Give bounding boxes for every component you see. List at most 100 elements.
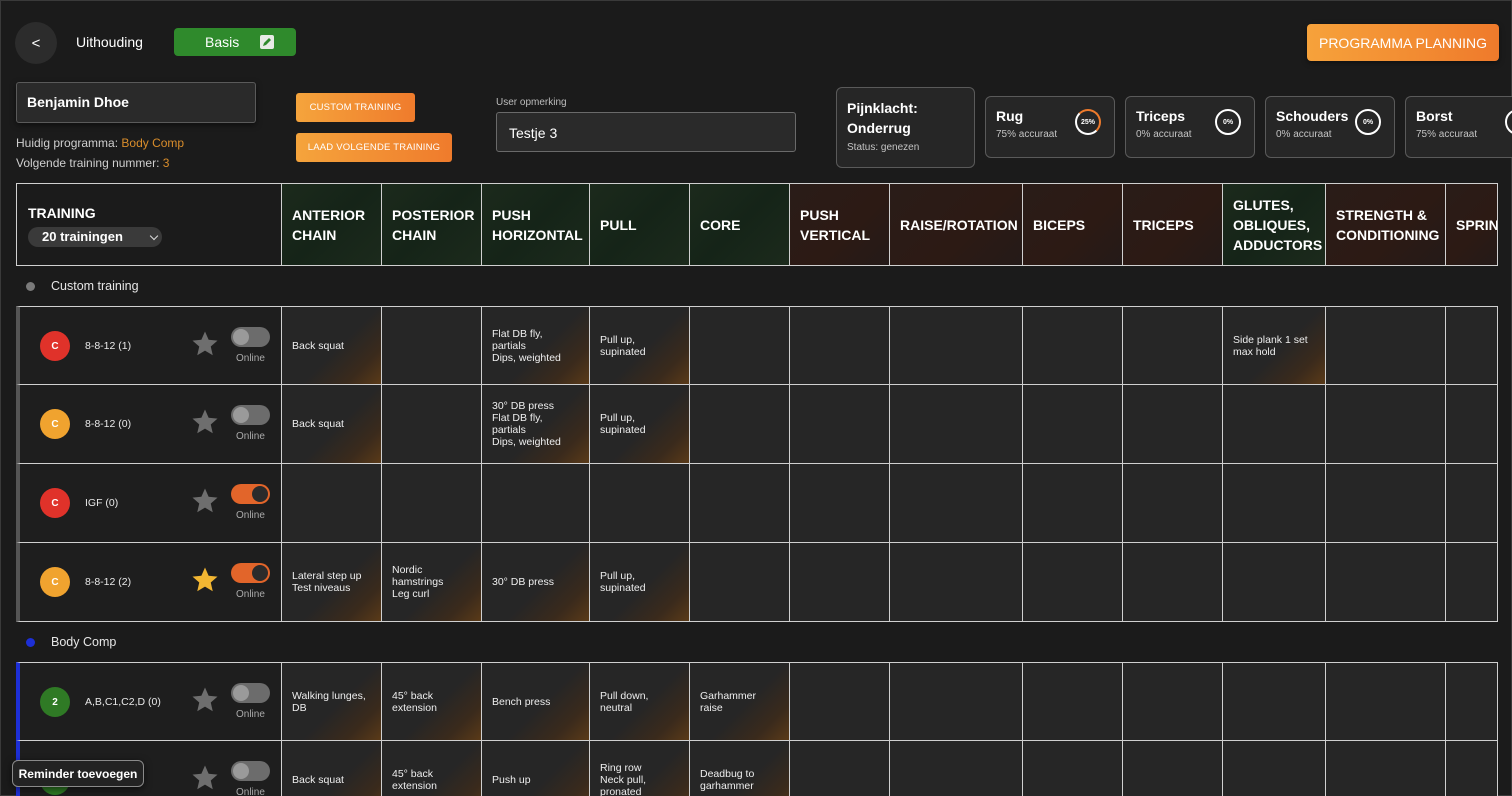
favorite-star-icon[interactable] [190, 685, 220, 715]
exercise-cell[interactable] [382, 385, 482, 464]
add-reminder-button[interactable]: Reminder toevoegen [12, 760, 144, 787]
pain-complaint-card[interactable]: Pijnklacht: Onderrug Status: genezen [836, 87, 975, 168]
exercise-cell[interactable]: 45° back extension [382, 662, 482, 741]
custom-training-button[interactable]: CUSTOM TRAINING [296, 93, 415, 122]
training-row-lead[interactable]: C 8-8-12 (1) Online [16, 306, 282, 385]
favorite-star-icon[interactable] [190, 486, 220, 516]
exercise-cell[interactable] [890, 662, 1023, 741]
exercise-cell[interactable] [790, 741, 890, 796]
exercise-cell[interactable]: Back squat [282, 306, 382, 385]
programma-planning-button[interactable]: PROGRAMMA PLANNING [1307, 24, 1499, 61]
online-toggle[interactable] [231, 327, 270, 347]
training-row-lead[interactable]: 2 A,B,C1,C2,D (0) Online [16, 662, 282, 741]
exercise-cell[interactable]: Lateral step up Test niveaus [282, 543, 382, 622]
exercise-cell[interactable] [1326, 662, 1446, 741]
exercise-cell[interactable] [1123, 306, 1223, 385]
exercise-cell[interactable] [890, 306, 1023, 385]
training-name[interactable]: 8-8-12 (1) [85, 340, 132, 352]
exercise-cell[interactable] [790, 543, 890, 622]
exercise-cell[interactable] [282, 464, 382, 543]
pencil-icon[interactable] [260, 35, 274, 49]
exercise-cell[interactable]: 45° back extension [382, 741, 482, 796]
exercise-cell[interactable]: Ring row Neck pull, pronated [590, 741, 690, 796]
exercise-cell[interactable] [690, 464, 790, 543]
online-toggle[interactable] [231, 484, 270, 504]
exercise-cell[interactable] [1023, 543, 1123, 622]
exercise-cell[interactable] [1123, 543, 1223, 622]
exercise-cell[interactable] [890, 543, 1023, 622]
training-name[interactable]: 8-8-12 (2) [85, 576, 132, 588]
exercise-cell[interactable] [1023, 306, 1123, 385]
exercise-cell[interactable]: Bench press [482, 662, 590, 741]
exercise-cell[interactable] [690, 543, 790, 622]
favorite-star-icon[interactable] [190, 407, 220, 437]
exercise-cell[interactable] [1326, 306, 1446, 385]
training-row-lead[interactable]: C IGF (0) Online [16, 464, 282, 543]
exercise-cell[interactable]: 30° DB press [482, 543, 590, 622]
exercise-cell[interactable] [1023, 741, 1123, 796]
exercise-cell[interactable] [1223, 662, 1326, 741]
exercise-cell[interactable] [1446, 741, 1498, 796]
group-header[interactable]: Body Comp [16, 622, 1498, 662]
training-name[interactable]: 8-8-12 (0) [85, 418, 132, 430]
exercise-cell[interactable]: Pull up, supinated [590, 385, 690, 464]
exercise-cell[interactable] [1223, 543, 1326, 622]
exercise-cell[interactable] [1023, 662, 1123, 741]
online-toggle[interactable] [231, 563, 270, 583]
exercise-cell[interactable]: Back squat [282, 385, 382, 464]
online-toggle[interactable] [231, 761, 270, 781]
favorite-star-icon[interactable] [190, 329, 220, 359]
training-name[interactable]: IGF (0) [85, 497, 119, 509]
exercise-cell[interactable] [482, 464, 590, 543]
training-row[interactable]: 2 A,B,C1,C2,D (0) Online Walking lunges, DB… [16, 662, 1498, 741]
exercise-cell[interactable] [1326, 385, 1446, 464]
accuracy-card-triceps[interactable]: Triceps 0% accuraat 0% [1125, 96, 1255, 158]
accuracy-card-schouders[interactable]: Schouders 0% accuraat 0% [1265, 96, 1395, 158]
exercise-cell[interactable] [1023, 464, 1123, 543]
user-note-input[interactable]: Testje 3 [496, 112, 796, 152]
training-name[interactable]: A,B,C1,C2,D (0) [85, 696, 161, 708]
exercise-cell[interactable] [790, 464, 890, 543]
exercise-cell[interactable]: Flat DB fly, partials Dips, weighted [482, 306, 590, 385]
exercise-cell[interactable] [1446, 662, 1498, 741]
training-row[interactable]: C 8-8-12 (1) Online Back squat Flat DB fly, … [16, 306, 1498, 385]
exercise-cell[interactable]: Walking lunges, DB [282, 662, 382, 741]
exercise-cell[interactable] [1023, 385, 1123, 464]
load-next-training-button[interactable]: LAAD VOLGENDE TRAINING [296, 133, 452, 162]
accuracy-card-rug[interactable]: Rug 75% accuraat 25% [985, 96, 1115, 158]
training-row[interactable]: Online Back squat 45° back extension Push u… [16, 741, 1498, 796]
exercise-cell[interactable] [1446, 543, 1498, 622]
exercise-cell[interactable] [1326, 741, 1446, 796]
level-badge[interactable]: Basis [174, 28, 296, 56]
exercise-cell[interactable] [1326, 543, 1446, 622]
training-row[interactable]: C 8-8-12 (2) Online Lateral step up Test ni… [16, 543, 1498, 622]
online-toggle[interactable] [231, 405, 270, 425]
exercise-cell[interactable] [890, 741, 1023, 796]
exercise-cell[interactable] [690, 306, 790, 385]
exercise-cell[interactable] [1123, 464, 1223, 543]
exercise-cell[interactable]: Back squat [282, 741, 382, 796]
exercise-cell[interactable]: Nordic hamstrings Leg curl [382, 543, 482, 622]
training-row[interactable]: C IGF (0) Online [16, 464, 1498, 543]
current-program-value[interactable]: Body Comp [121, 136, 185, 150]
exercise-cell[interactable] [1223, 741, 1326, 796]
exercise-cell[interactable] [1123, 741, 1223, 796]
exercise-cell[interactable] [790, 306, 890, 385]
exercise-cell[interactable] [790, 662, 890, 741]
exercise-cell[interactable] [1446, 306, 1498, 385]
exercise-cell[interactable] [690, 385, 790, 464]
favorite-star-icon[interactable] [190, 565, 220, 595]
training-row[interactable]: C 8-8-12 (0) Online Back squat 30° DB press … [16, 385, 1498, 464]
exercise-cell[interactable]: Side plank 1 set max hold [1223, 306, 1326, 385]
exercise-cell[interactable]: Push up [482, 741, 590, 796]
exercise-cell[interactable] [1446, 464, 1498, 543]
exercise-cell[interactable] [382, 306, 482, 385]
training-row-lead[interactable]: C 8-8-12 (0) Online [16, 385, 282, 464]
back-button[interactable]: < [15, 22, 57, 64]
group-header[interactable]: Custom training [16, 266, 1498, 306]
exercise-cell[interactable]: Pull up, supinated [590, 543, 690, 622]
exercise-cell[interactable] [1123, 662, 1223, 741]
training-count-dropdown[interactable]: 20 trainingen [28, 226, 162, 247]
exercise-cell[interactable]: 30° DB press Flat DB fly, partials Dips,… [482, 385, 590, 464]
exercise-cell[interactable] [890, 385, 1023, 464]
